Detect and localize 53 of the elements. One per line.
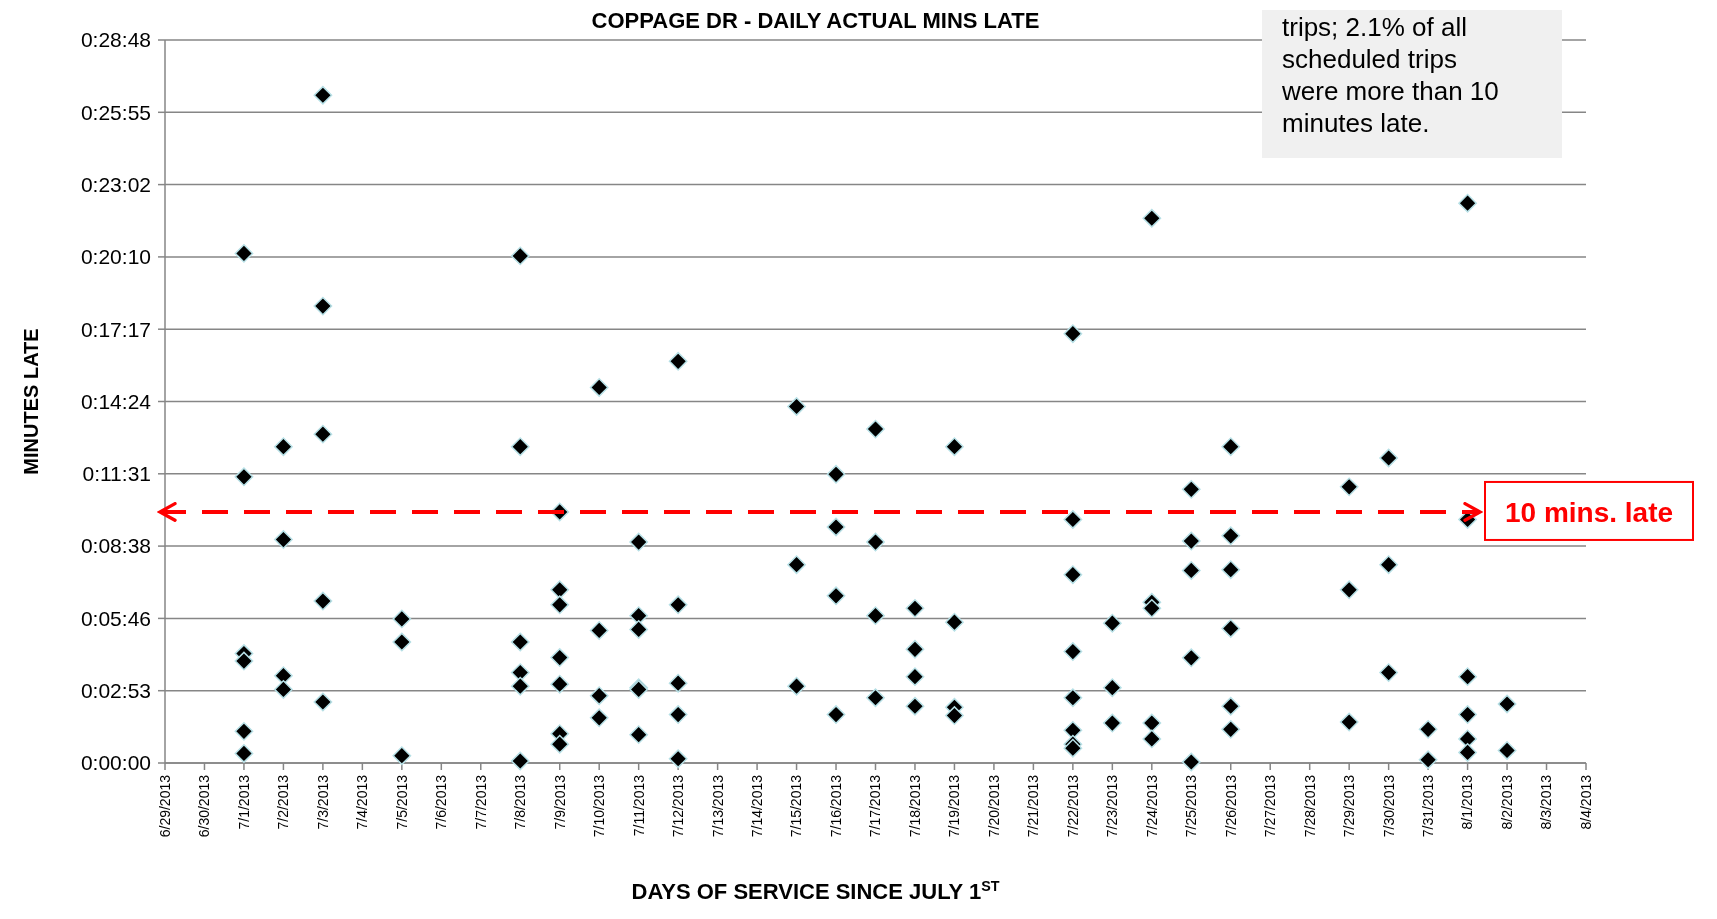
- x-tick-label: 7/21/2013: [1025, 774, 1042, 838]
- x-tick-label: 7/20/2013: [985, 774, 1002, 838]
- x-tick-label: 7/11/2013: [630, 774, 647, 837]
- x-tick-label: 7/28/2013: [1301, 774, 1318, 838]
- x-tick-label: 7/5/2013: [393, 774, 410, 830]
- x-tick-label: 7/4/2013: [354, 774, 371, 830]
- x-tick-label: 8/2/2013: [1498, 774, 1515, 830]
- x-tick-label: 7/13/2013: [709, 774, 726, 838]
- x-tick-label: 7/2/2013: [275, 774, 292, 830]
- x-tick-label: 7/10/2013: [591, 774, 608, 838]
- x-tick-label: 7/3/2013: [314, 774, 331, 830]
- x-tick-label: 7/9/2013: [551, 774, 568, 830]
- y-tick-label: 0:14:24: [80, 389, 152, 413]
- x-tick-label: 7/22/2013: [1064, 774, 1081, 838]
- x-tick-label: 7/14/2013: [748, 774, 765, 838]
- x-tick-label: 7/26/2013: [1222, 774, 1239, 838]
- x-tick-label: 7/30/2013: [1380, 774, 1397, 838]
- x-tick-label: 7/25/2013: [1183, 774, 1200, 838]
- x-tick-label: 7/29/2013: [1341, 774, 1358, 838]
- y-tick-label: 0:11:31: [82, 462, 151, 486]
- x-tick-label: 8/3/2013: [1538, 774, 1555, 830]
- y-tick-label: 0:17:17: [80, 317, 151, 341]
- y-tick-label: 0:02:53: [80, 679, 151, 703]
- x-tick-label: 7/1/2013: [235, 774, 252, 830]
- chart-title: COPPAGE DR - DAILY ACTUAL MINS LATE: [591, 8, 1040, 33]
- x-tick-label: 7/15/2013: [788, 774, 805, 838]
- x-tick-label: 7/17/2013: [867, 774, 884, 838]
- x-tick-label: 7/19/2013: [946, 774, 963, 838]
- x-tick-label: 7/27/2013: [1262, 774, 1279, 838]
- x-tick-label: 7/8/2013: [512, 774, 529, 830]
- x-axis-title: DAYS OF SERVICE SINCE JULY 1$^{ST}$: [631, 878, 1000, 904]
- x-tick-label: 7/23/2013: [1104, 774, 1121, 838]
- y-tick-label: 0:20:10: [80, 245, 151, 269]
- ref-line-label: 10 mins. late: [1504, 496, 1674, 528]
- y-tick-label: 0:08:38: [80, 534, 151, 558]
- x-tick-label: 7/7/2013: [472, 774, 489, 830]
- y-tick-label: 0:23:02: [80, 172, 151, 196]
- annotation: trips; 2.1% of all scheduled trips were more than 10 minutes late.: [1281, 12, 1499, 138]
- x-tick-label: 7/6/2013: [433, 774, 450, 830]
- x-tick-label: 7/31/2013: [1420, 774, 1437, 838]
- x-tick-label: 8/4/2013: [1577, 774, 1594, 830]
- x-tick-label: 7/16/2013: [827, 774, 844, 838]
- y-tick-label: 0:05:46: [80, 606, 151, 630]
- y-tick-label: 0:28:48: [80, 28, 151, 52]
- x-tick-label: 6/29/2013: [156, 774, 173, 838]
- y-axis-title: MINUTES LATE: [20, 328, 42, 475]
- y-tick-label: 0:25:55: [80, 100, 151, 124]
- x-tick-label: 7/12/2013: [670, 774, 687, 838]
- x-tick-label: 7/18/2013: [906, 774, 923, 838]
- y-tick-label: 0:00:00: [80, 751, 151, 775]
- x-tick-label: 6/30/2013: [196, 774, 213, 838]
- x-tick-label: 8/1/2013: [1459, 774, 1476, 830]
- x-tick-label: 7/24/2013: [1143, 774, 1160, 838]
